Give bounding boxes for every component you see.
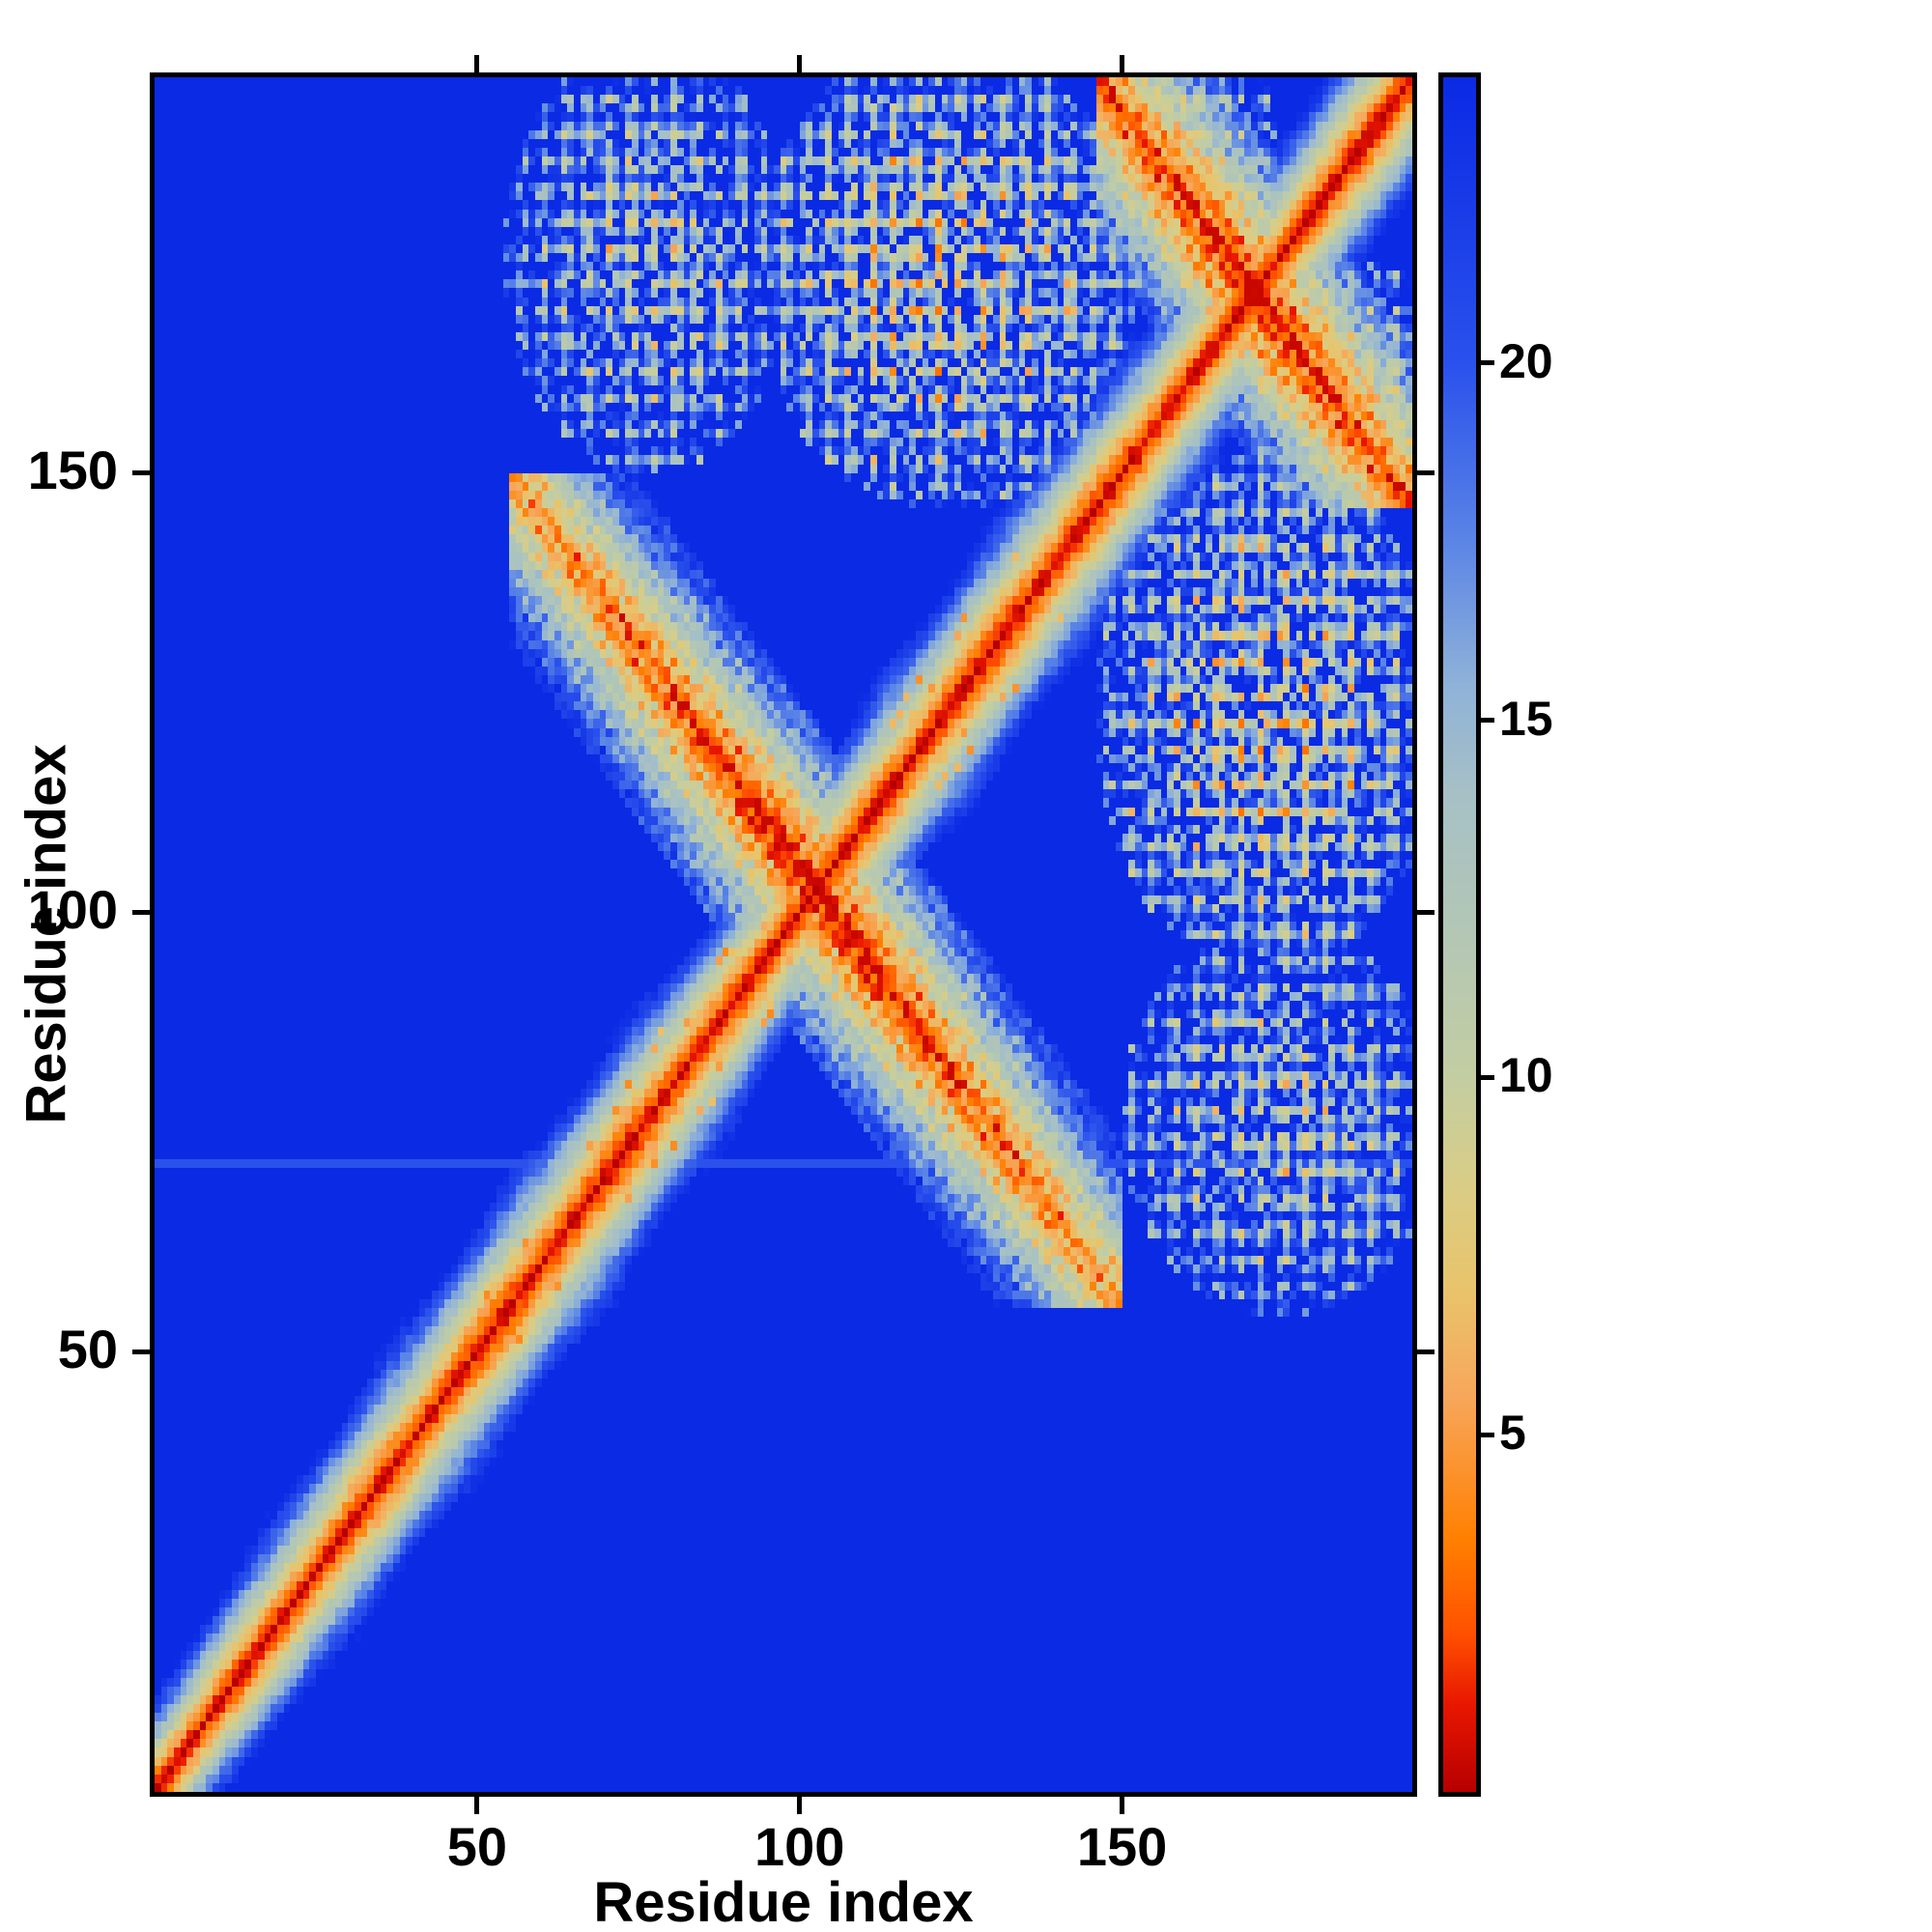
colorbar-tick-label: 20 xyxy=(1499,333,1553,388)
heatmap-canvas xyxy=(155,77,1412,1792)
x-tick-mark xyxy=(797,1797,803,1814)
x-tick-mark-top xyxy=(1120,55,1125,72)
colorbar-tick-mark xyxy=(1481,1074,1494,1080)
colorbar-tick-mark xyxy=(1481,1432,1494,1437)
x-tick-mark-top xyxy=(474,55,480,72)
colorbar-tick-label: 10 xyxy=(1499,1048,1553,1103)
x-tick-mark xyxy=(1120,1797,1125,1814)
x-axis-title: Residue index xyxy=(593,1871,974,1932)
x-tick-label: 100 xyxy=(753,1816,845,1877)
y-tick-mark-right xyxy=(1417,1350,1435,1355)
y-tick-mark xyxy=(132,470,150,476)
y-tick-label: 100 xyxy=(27,878,118,940)
x-tick-mark xyxy=(474,1797,480,1814)
y-axis-title: Residue index xyxy=(14,744,78,1124)
x-tick-label: 150 xyxy=(1076,1816,1168,1877)
y-tick-mark-right xyxy=(1417,910,1435,916)
colorbar-tick-label: 15 xyxy=(1499,691,1553,746)
x-tick-label: 50 xyxy=(446,1816,507,1877)
y-tick-label: 50 xyxy=(57,1318,118,1379)
colorbar-tick-mark xyxy=(1481,718,1494,724)
x-tick-mark-top xyxy=(797,55,803,72)
colorbar-tick-mark xyxy=(1481,360,1494,366)
y-tick-mark xyxy=(132,1350,150,1355)
colorbar-canvas xyxy=(1443,77,1476,1792)
y-tick-label: 150 xyxy=(27,439,118,500)
y-tick-mark-right xyxy=(1417,470,1435,476)
colorbar-tick-label: 5 xyxy=(1499,1406,1526,1461)
y-tick-mark xyxy=(132,910,150,916)
